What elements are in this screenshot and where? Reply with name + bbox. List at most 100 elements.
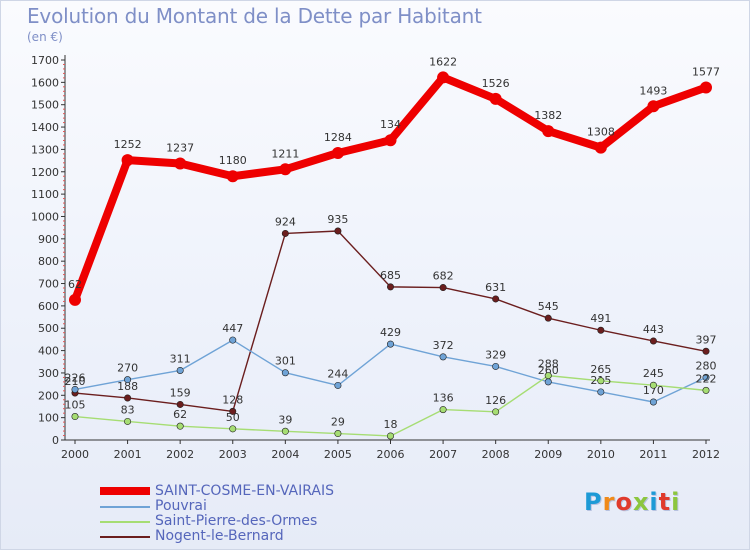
data-label: 443 xyxy=(643,323,664,336)
data-label: 631 xyxy=(485,281,506,294)
data-point xyxy=(229,407,237,415)
data-label: 39 xyxy=(278,413,292,426)
legend-label: Nogent-le-Bernard xyxy=(155,528,284,544)
data-label: 288 xyxy=(538,358,559,371)
y-tick-label: 1200 xyxy=(31,166,59,179)
x-tick-label: 2003 xyxy=(219,448,247,461)
data-label: 1237 xyxy=(166,141,194,154)
data-label: 447 xyxy=(222,322,243,335)
data-label: 491 xyxy=(590,312,611,325)
chart-subtitle: (en €) xyxy=(27,30,63,44)
data-point xyxy=(71,385,79,393)
legend-swatch xyxy=(100,487,150,495)
data-point xyxy=(489,92,502,105)
data-label: 83 xyxy=(121,403,135,416)
data-point xyxy=(439,353,447,361)
data-point xyxy=(226,170,239,183)
y-tick-label: 400 xyxy=(38,345,59,358)
x-tick-label: 2004 xyxy=(271,448,299,461)
data-label: 1493 xyxy=(639,84,667,97)
legend-swatch xyxy=(100,536,150,538)
data-label: 62 xyxy=(173,408,187,421)
proxiti-logo: Proxiti xyxy=(584,488,681,516)
data-point xyxy=(492,362,500,370)
data-label: 222 xyxy=(696,372,717,385)
data-point xyxy=(281,427,289,435)
data-point xyxy=(492,295,500,303)
data-label: 1382 xyxy=(534,109,562,122)
data-point xyxy=(702,347,710,355)
data-label: 105 xyxy=(65,399,86,412)
data-label: 270 xyxy=(117,362,138,375)
y-tick-label: 0 xyxy=(52,434,59,447)
x-tick-label: 2008 xyxy=(482,448,510,461)
data-point xyxy=(71,413,79,421)
data-point xyxy=(281,369,289,377)
data-point xyxy=(649,398,657,406)
data-point xyxy=(597,326,605,334)
y-tick-label: 1100 xyxy=(31,188,59,201)
series-line-0 xyxy=(74,230,707,413)
legend-swatch xyxy=(100,521,150,523)
y-tick-label: 600 xyxy=(38,300,59,313)
legend-label: SAINT-COSME-EN-VAIRAIS xyxy=(155,483,334,499)
x-tick-label: 2011 xyxy=(639,448,667,461)
data-label: 935 xyxy=(327,213,348,226)
x-tick-label: 2000 xyxy=(61,448,89,461)
x-tick-label: 2006 xyxy=(377,448,405,461)
data-point xyxy=(334,430,342,438)
data-point xyxy=(649,381,657,389)
data-point xyxy=(647,100,660,113)
data-point xyxy=(542,125,555,138)
data-label: 1252 xyxy=(114,138,142,151)
x-tick-label: 2009 xyxy=(534,448,562,461)
x-tick-label: 2010 xyxy=(587,448,615,461)
data-point xyxy=(384,134,397,147)
data-point xyxy=(544,372,552,380)
y-tick-label: 1500 xyxy=(31,99,59,112)
data-label: 329 xyxy=(485,348,506,361)
legend-label: Pouvrai xyxy=(155,498,207,514)
data-point xyxy=(176,366,184,374)
data-label: 1526 xyxy=(482,77,510,90)
y-tick-label: 800 xyxy=(38,255,59,268)
x-tick-label: 2005 xyxy=(324,448,352,461)
y-tick-label: 1300 xyxy=(31,143,59,156)
data-label: 18 xyxy=(384,418,398,431)
x-tick-label: 2001 xyxy=(114,448,142,461)
data-label: 280 xyxy=(696,359,717,372)
data-point xyxy=(124,376,132,384)
data-label: 1308 xyxy=(587,126,615,139)
data-label: 372 xyxy=(433,339,454,352)
data-label: 682 xyxy=(433,270,454,283)
data-label: 159 xyxy=(170,386,191,399)
data-point xyxy=(649,337,657,345)
data-label: 301 xyxy=(275,355,296,368)
data-label: 29 xyxy=(331,416,345,429)
y-tick-label: 900 xyxy=(38,233,59,246)
data-label: 62 xyxy=(68,278,82,291)
data-label: 50 xyxy=(226,411,240,424)
data-point xyxy=(229,425,237,433)
chart-title: Evolution du Montant de la Dette par Hab… xyxy=(27,4,482,28)
data-point xyxy=(176,400,184,408)
data-label: 545 xyxy=(538,300,559,313)
data-point xyxy=(437,71,450,84)
data-label: 685 xyxy=(380,269,401,282)
data-label: 397 xyxy=(696,333,717,346)
data-label: 188 xyxy=(117,380,138,393)
data-point xyxy=(544,314,552,322)
data-point xyxy=(334,227,342,235)
data-label: 924 xyxy=(275,215,296,228)
data-point xyxy=(229,336,237,344)
x-tick-label: 2012 xyxy=(692,448,720,461)
data-label: 170 xyxy=(643,384,664,397)
y-tick-label: 700 xyxy=(38,278,59,291)
data-label: 260 xyxy=(538,364,559,377)
data-point xyxy=(594,141,607,154)
data-label: 126 xyxy=(485,394,506,407)
data-point xyxy=(124,394,132,402)
data-point xyxy=(176,422,184,430)
data-point xyxy=(597,377,605,385)
